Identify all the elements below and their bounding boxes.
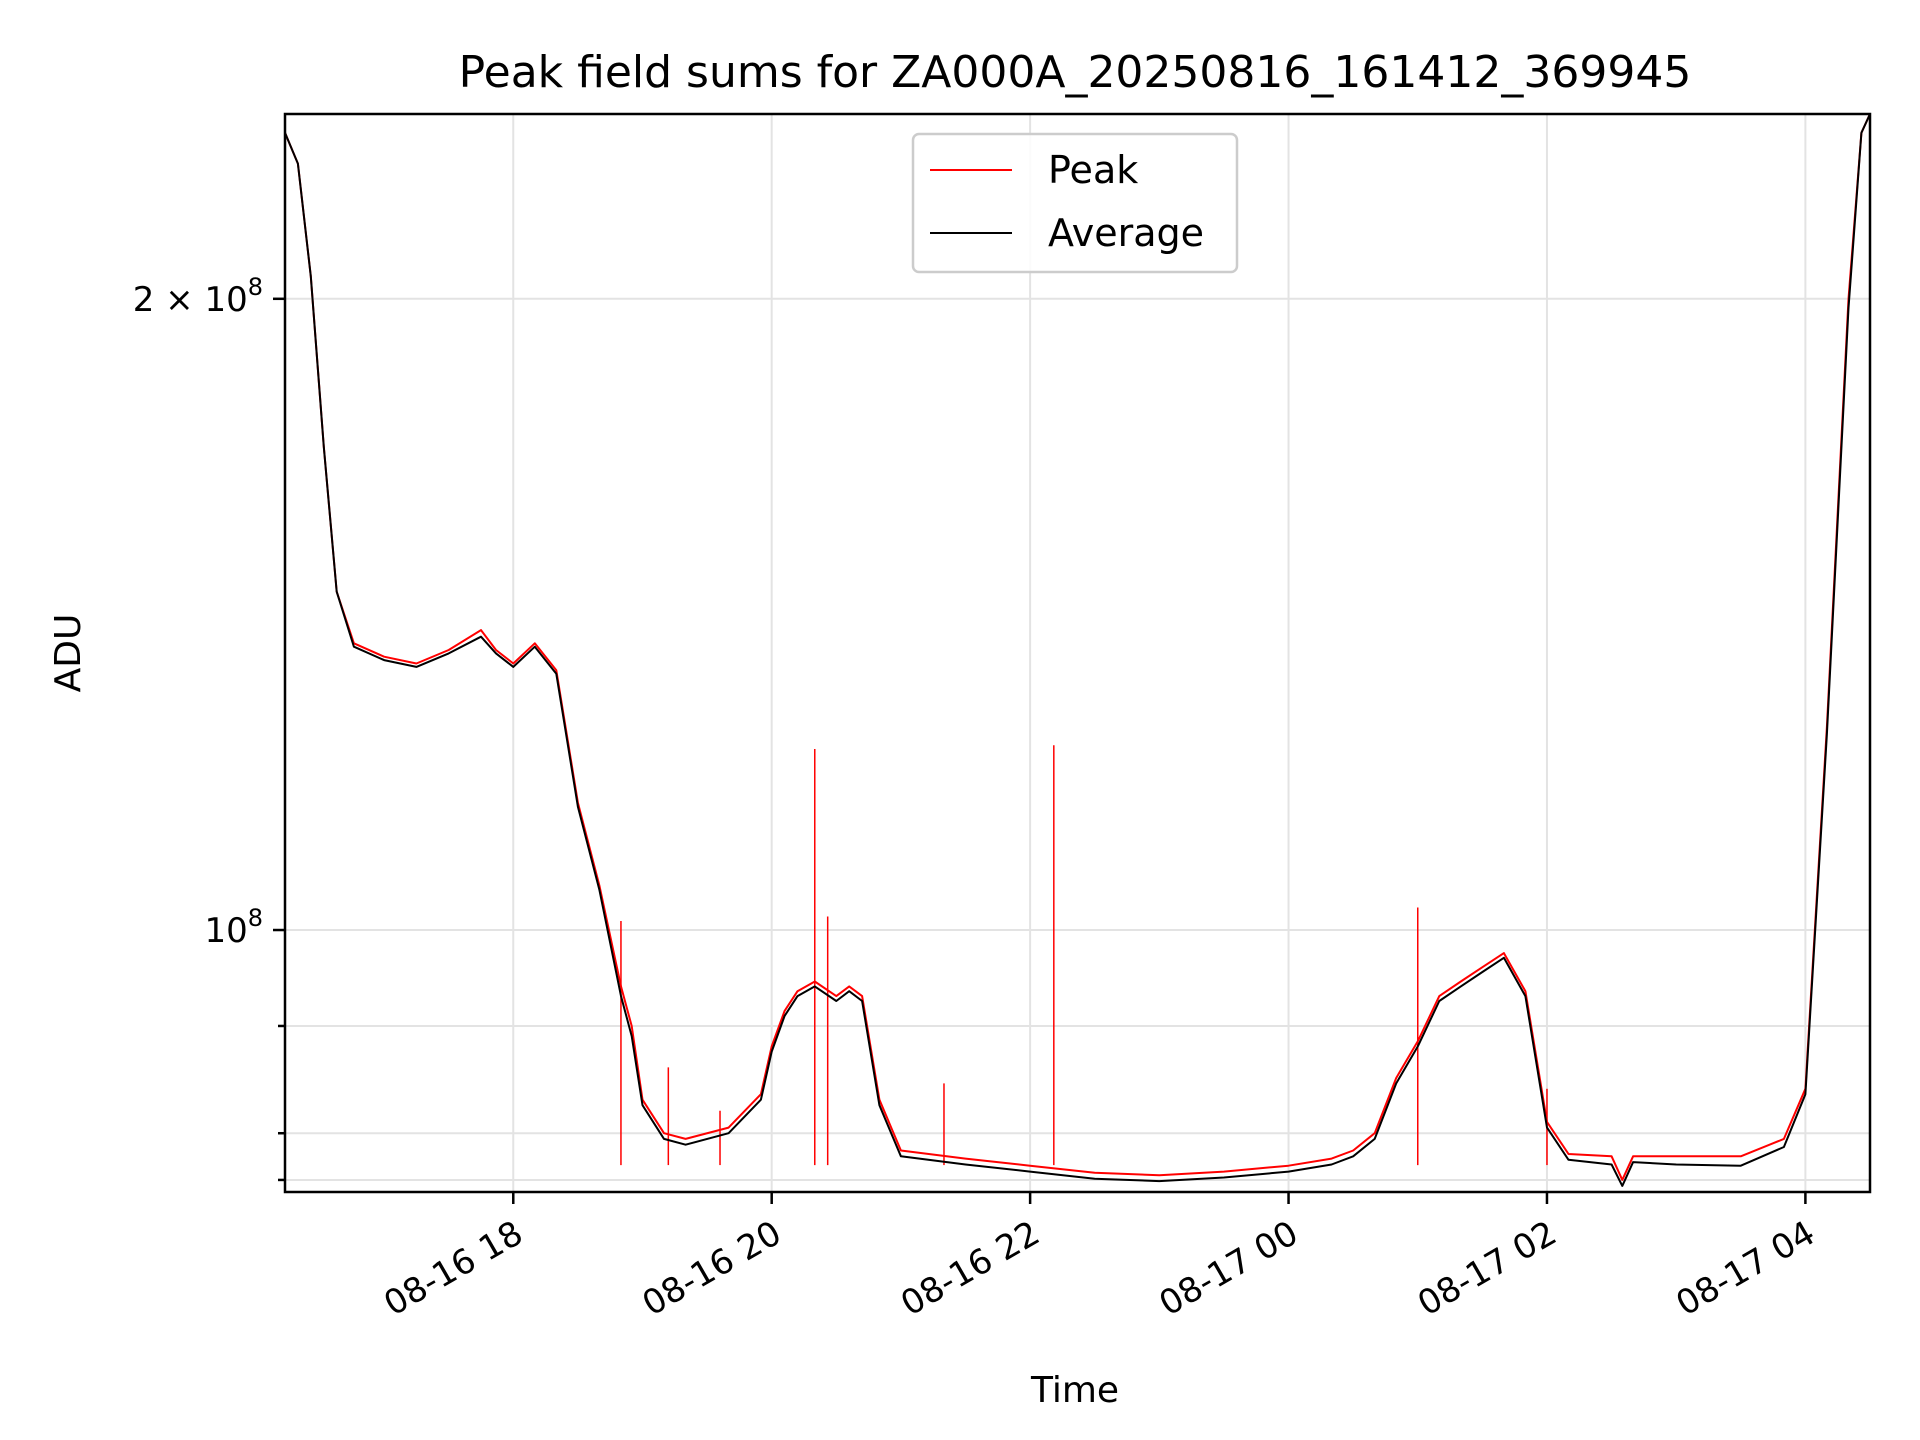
x-axis-label: Time	[1030, 1370, 1119, 1411]
series-average	[285, 114, 1870, 1187]
y-tick-label: 108	[204, 904, 263, 951]
legend-box	[911, 132, 1239, 274]
y-tick-label: 2 × 108	[133, 273, 263, 320]
y-axis-ticks: 108 2 × 108	[133, 273, 285, 1182]
grid	[285, 114, 1870, 1192]
chart-title: Peak field sums for ZA000A_20250816_1614…	[459, 47, 1692, 98]
legend-label-peak: Peak	[1048, 148, 1138, 192]
plot-frame	[283, 112, 1872, 1194]
series-line-average	[285, 114, 1870, 1187]
y-axis-label: ADU	[48, 614, 89, 693]
series-layer	[285, 114, 1870, 1187]
legend-label-average: Average	[1048, 211, 1204, 255]
legend: Peak Average	[911, 132, 1239, 274]
